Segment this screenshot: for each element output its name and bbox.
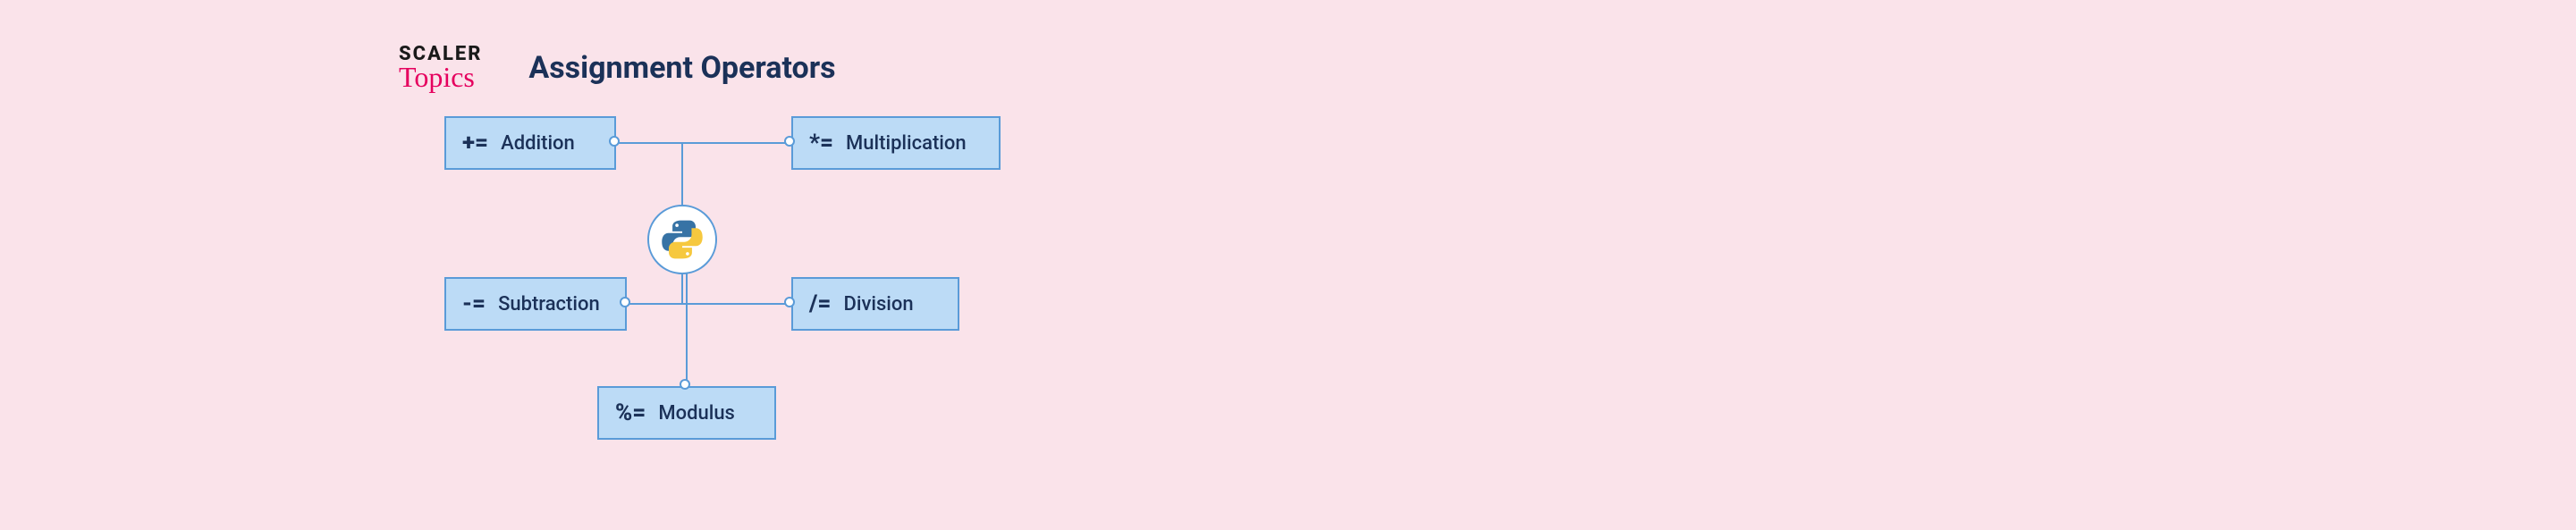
python-logo-icon [647, 205, 717, 274]
operator-symbol: *= [809, 130, 833, 156]
connector-line [682, 142, 791, 144]
logo-text-bottom: Topics [399, 63, 482, 91]
connector-dot [620, 297, 630, 307]
operator-label: Division [843, 293, 913, 315]
connector-dot [609, 136, 620, 147]
connector-dot [784, 136, 795, 147]
operator-box-modulus: %= Modulus [597, 386, 776, 440]
scaler-logo: SCALERTopics [399, 45, 482, 91]
operator-label: Addition [501, 132, 575, 155]
diagram-canvas: SCALERTopics Assignment Operators += Addit… [0, 0, 2576, 530]
operator-label: Modulus [658, 402, 735, 425]
connector-line [682, 303, 791, 305]
operator-box-division: /= Division [791, 277, 959, 331]
connector-dot [784, 297, 795, 307]
operator-label: Multiplication [846, 132, 967, 155]
operator-symbol: %= [615, 400, 646, 426]
operator-symbol: /= [809, 290, 831, 317]
operator-label: Subtraction [498, 293, 600, 315]
operator-symbol: -= [462, 290, 486, 317]
connector-dot [680, 379, 690, 390]
diagram-title: Assignment Operators [528, 50, 835, 86]
operator-box-addition: += Addition [444, 116, 616, 170]
connector-line [616, 142, 682, 144]
operator-box-multiplication: *= Multiplication [791, 116, 1001, 170]
operator-box-subtraction: -= Subtraction [444, 277, 627, 331]
operator-symbol: += [462, 130, 488, 156]
connector-line [627, 303, 682, 305]
